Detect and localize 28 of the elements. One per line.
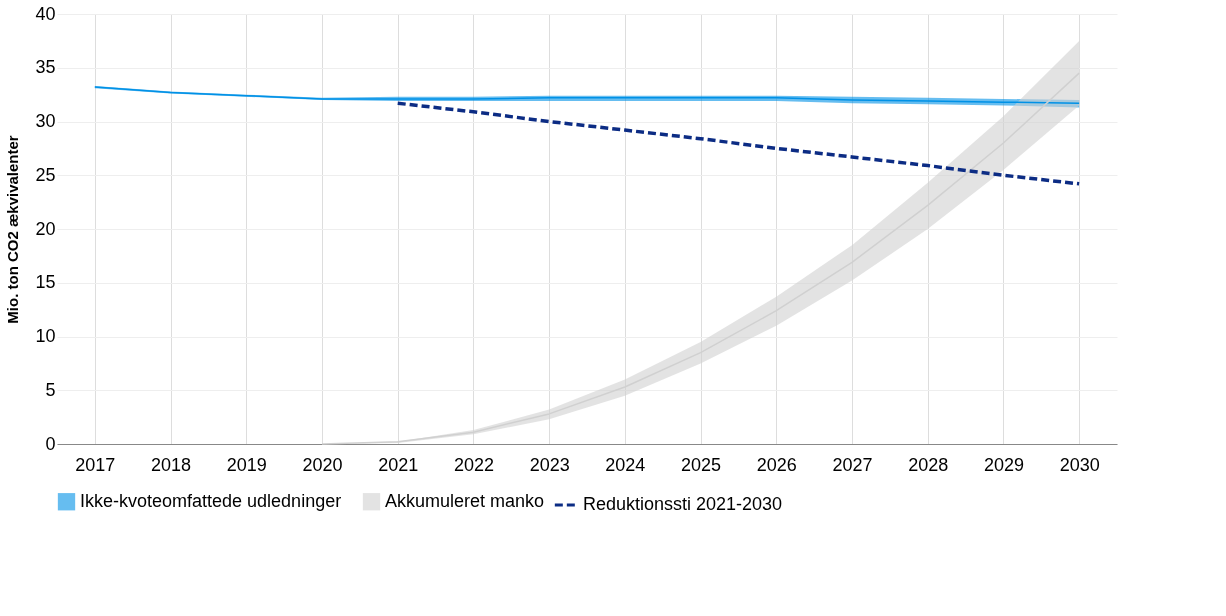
- y-tick-label: 30: [35, 111, 56, 131]
- x-tick-label: 2024: [605, 454, 646, 475]
- x-tick-label: 2019: [226, 454, 267, 475]
- x-tick-label: 2022: [453, 454, 494, 475]
- x-tick-label: 2023: [529, 454, 570, 475]
- x-tick-label: 2026: [756, 454, 797, 475]
- x-tick-label: 2020: [302, 454, 343, 475]
- x-tick-label: 2029: [983, 454, 1024, 475]
- x-tick-label: 2030: [1059, 454, 1100, 475]
- y-tick-label: 5: [45, 379, 56, 400]
- y-axis-title: Mio. ton CO2 ækvivalenter: [4, 135, 22, 324]
- legend-label: Reduktionssti 2021-2030: [583, 494, 783, 514]
- line-series: [395, 101, 1081, 186]
- y-tick-label: 0: [45, 433, 56, 454]
- y-tick-label: 25: [35, 164, 56, 185]
- x-tick-label: 2021: [378, 454, 419, 475]
- x-tick-label: 2028: [908, 454, 949, 475]
- legend-label: Akkumuleret manko: [385, 490, 545, 511]
- y-tick-label: 15: [35, 272, 56, 293]
- legend-label: Ikke-kvoteomfattede udledninger: [80, 490, 342, 511]
- y-tick-label: 20: [35, 218, 56, 239]
- x-tick-label: 2027: [832, 454, 873, 475]
- x-tick-label: 2017: [75, 454, 116, 475]
- y-tick-label: 40: [35, 3, 56, 24]
- y-tick-label: 35: [35, 57, 56, 78]
- x-tick-label: 2025: [681, 454, 722, 475]
- x-tick-label: 2018: [151, 454, 192, 475]
- y-tick-label: 10: [35, 326, 56, 346]
